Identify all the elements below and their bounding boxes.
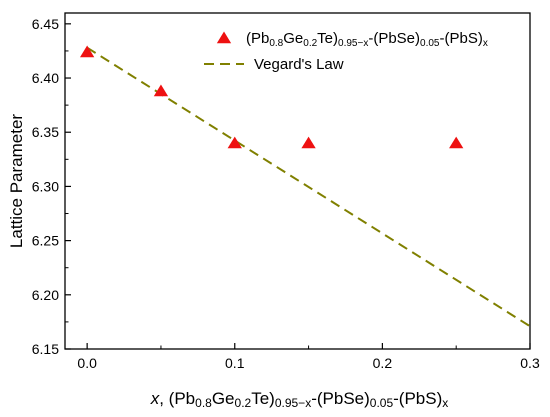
subscript-text: x — [483, 38, 488, 49]
subscript-text: 0.8 — [195, 396, 212, 410]
label-text: -(PbS) — [393, 389, 442, 408]
label-text: Te) — [317, 30, 338, 47]
plot-frame — [64, 12, 531, 350]
subscript-text: 0.95−x — [275, 396, 311, 410]
subscript-text: 0.05 — [420, 38, 440, 49]
label-text: (Pb — [169, 389, 195, 408]
y-tick-label: 6.20 — [32, 287, 59, 303]
subscript-text: 0.95−x — [338, 38, 368, 49]
legend: (Pb0.8Ge0.2Te)0.95−x-(PbSe)0.05-(PbS)x Ve… — [204, 30, 488, 73]
axis-ticks: 0.0 0.1 0.2 0.3 6.15 6.20 6.25 6.30 6.35 6.40 6.45 — [32, 16, 540, 371]
y-tick-label: 6.15 — [32, 341, 59, 357]
label-text: Te) — [251, 389, 275, 408]
data-point-triangle — [79, 45, 95, 58]
label-text: Ge — [212, 389, 235, 408]
y-tick-label: 6.45 — [32, 16, 59, 32]
x-tick-label: 0.1 — [225, 355, 245, 371]
legend-label-composition: (Pb0.8Ge0.2Te)0.95−x-(PbSe)0.05-(PbS)x — [246, 30, 488, 49]
data-point-triangle — [449, 136, 464, 149]
subscript-text: 0.8 — [269, 38, 283, 49]
label-text: -(PbSe) — [311, 389, 370, 408]
subscript-text: 0.05 — [370, 396, 394, 410]
x-tick-label: 0.3 — [520, 355, 540, 371]
plot-frame-group — [64, 12, 531, 350]
x-variable-text: x — [150, 389, 160, 408]
y-tick-label: 6.30 — [32, 178, 59, 194]
subscript-text: 0.2 — [303, 38, 317, 49]
label-text: Ge — [283, 30, 303, 47]
y-tick-label: 6.25 — [32, 233, 59, 249]
vegard-law-line — [86, 46, 531, 328]
y-axis-title: Lattice Parameter — [7, 114, 26, 249]
legend-triangle-marker — [216, 31, 232, 44]
data-point-triangle — [301, 136, 316, 149]
x-axis-title: x, (Pb0.8Ge0.2Te)0.95−x-(PbSe)0.05-(PbS)… — [150, 389, 449, 410]
data-point-triangle — [227, 136, 242, 149]
label-text: -(PbSe) — [368, 30, 420, 47]
x-tick-label: 0.2 — [373, 355, 393, 371]
label-text: -(PbS) — [439, 30, 482, 47]
x-label-separator: , — [159, 389, 168, 408]
subscript-text: 0.2 — [235, 396, 252, 410]
x-tick-label: 0.0 — [77, 355, 97, 371]
y-tick-label: 6.40 — [32, 70, 59, 86]
subscript-text: x — [442, 396, 448, 410]
legend-label-vegard: Vegard's Law — [254, 56, 344, 73]
data-point-triangle — [153, 84, 169, 97]
y-tick-label: 6.35 — [32, 124, 59, 140]
label-text: (Pb — [246, 30, 269, 47]
series-layer — [79, 45, 531, 328]
